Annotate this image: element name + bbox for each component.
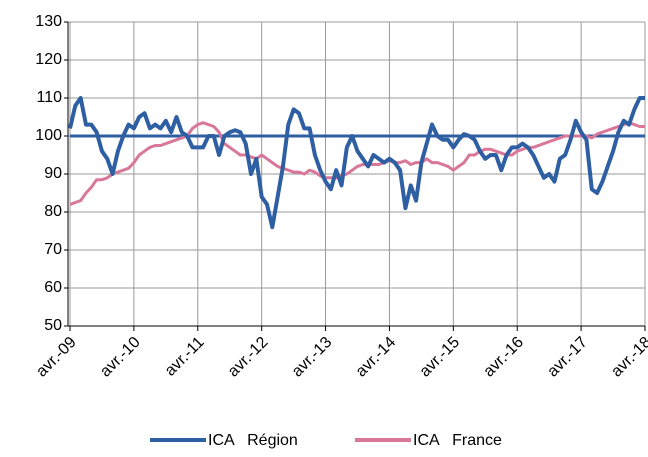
x-tick-label: avr.-09 (33, 334, 80, 381)
y-tick-label: 90 (44, 165, 62, 182)
x-tick-label: avr.-11 (162, 334, 208, 380)
y-tick-label: 80 (44, 203, 62, 220)
x-tick-label: avr.-14 (353, 334, 400, 381)
x-tick-label: avr.-16 (480, 334, 527, 381)
series-line (69, 121, 645, 206)
y-tick-label: 130 (35, 13, 62, 30)
y-tick-label: 120 (35, 51, 62, 68)
y-tick-label: 110 (36, 89, 62, 106)
y-tick-label: 50 (44, 317, 62, 334)
series-line (68, 96, 645, 230)
x-tick-label: avr.-10 (97, 334, 144, 381)
x-tick-label: avr.-12 (225, 334, 272, 381)
x-tick-label: avr.-15 (417, 334, 464, 381)
x-tick-label: avr.-13 (289, 334, 336, 381)
y-tick-label: 70 (44, 241, 62, 258)
legend-label: ICA Région (208, 432, 298, 449)
y-tick-label: 60 (44, 279, 62, 296)
legend-label: ICA France (413, 432, 502, 449)
x-tick-label: avr.-17 (544, 334, 591, 381)
x-tick-label: avr.-18 (608, 334, 648, 381)
y-tick-label: 100 (35, 127, 62, 144)
